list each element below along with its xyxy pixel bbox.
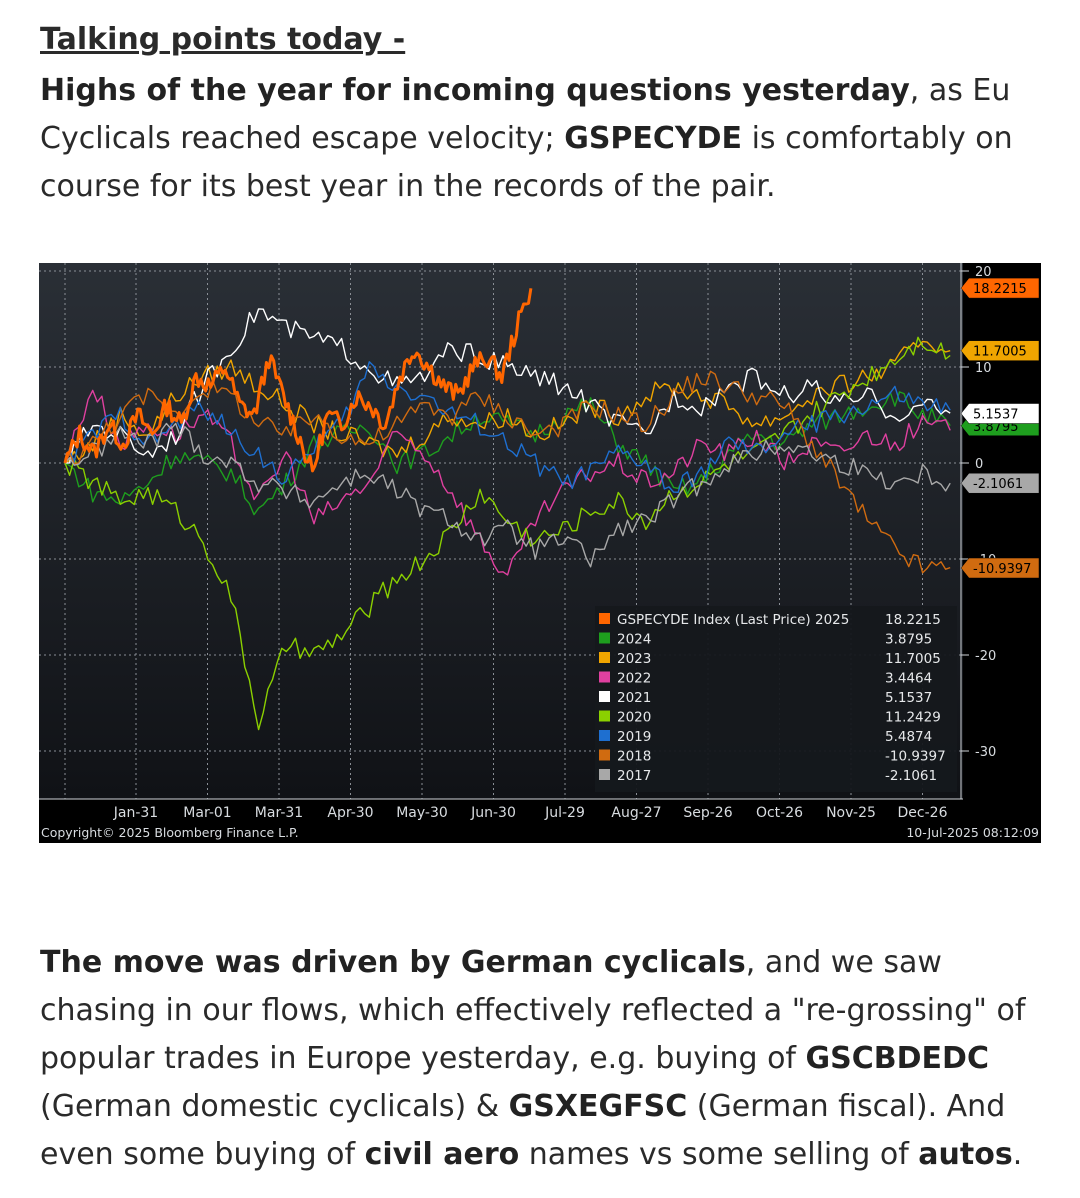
- body-text-3: (German fiscal). And even some buying of: [40, 1089, 1006, 1172]
- legend-value: -2.1061: [885, 768, 937, 784]
- body-paragraph: The move was driven by German cyclicals,…: [40, 939, 1050, 1179]
- x-tick-label: Jan-31: [113, 805, 158, 821]
- intro-bold-1: Highs of the year for incoming questions…: [40, 73, 910, 108]
- x-tick-label: Oct-26: [756, 805, 803, 821]
- legend-swatch: [599, 671, 610, 683]
- intro-text-1: , as Eu Cyclicals reached escape velocit…: [40, 73, 1011, 156]
- body-text-5: .: [1012, 1137, 1023, 1172]
- legend-swatch: [599, 730, 610, 741]
- legend-value: 5.4874: [885, 729, 932, 745]
- value-callout-label: -10.9397: [973, 562, 1031, 577]
- x-tick-label: Mar-31: [255, 805, 303, 821]
- legend-value: 5.1537: [885, 690, 932, 706]
- legend-value: 11.7005: [885, 651, 941, 667]
- intro-text-2: is comfortably on course for its best ye…: [40, 121, 1013, 204]
- series-line: [64, 336, 951, 731]
- legend-value: 3.4464: [885, 671, 932, 687]
- copyright-text: Copyright© 2025 Bloomberg Finance L.P.: [41, 825, 299, 840]
- legend-box: [595, 606, 957, 792]
- legend-label: 2024: [617, 632, 651, 648]
- x-tick-label: Apr-30: [327, 805, 373, 821]
- legend-value: 3.8795: [885, 632, 932, 648]
- legend-label: GSPECYDE Index (Last Price) 2025: [617, 612, 849, 628]
- value-callout: [960, 472, 1040, 494]
- legend-label: 2023: [617, 651, 651, 667]
- x-tick-label: Aug-27: [611, 805, 661, 821]
- legend-swatch: [599, 632, 610, 644]
- legend-swatch: [599, 710, 610, 722]
- body-text-2: (German domestic cyclicals) &: [40, 1089, 509, 1124]
- value-callout-label: 5.1537: [973, 408, 1019, 423]
- legend-label: 2022: [617, 671, 651, 687]
- series-line: [64, 361, 951, 494]
- x-tick-label: Sep-26: [683, 805, 732, 821]
- legend-swatch: [599, 652, 610, 663]
- intro-paragraph: Highs of the year for incoming questions…: [40, 67, 1050, 211]
- value-callout: [960, 277, 1040, 299]
- y-tick-label: -30: [975, 745, 996, 760]
- bloomberg-chart: 20100-10-20-30Jan-31Mar-01Mar-31Apr-30Ma…: [39, 263, 1041, 843]
- series-line: [64, 422, 951, 568]
- x-tick-label: Nov-25: [826, 805, 876, 821]
- legend-label: 2018: [617, 749, 651, 765]
- page-title: Talking points today -: [40, 22, 406, 57]
- body-bold-2: GSCBDEDC: [805, 1041, 989, 1076]
- x-tick-label: Mar-01: [183, 805, 231, 821]
- series-line: [64, 389, 951, 576]
- value-callout: [960, 403, 1040, 424]
- y-tick-label: 20: [975, 265, 992, 280]
- legend-swatch: [599, 769, 610, 780]
- body-text-1: , and we saw chasing in our flows, which…: [40, 945, 1026, 1076]
- value-callout-label: -2.1061: [973, 477, 1023, 492]
- body-bold-5: autos: [918, 1137, 1013, 1172]
- value-callout-label: 11.7005: [973, 345, 1027, 360]
- legend-value: 18.2215: [885, 612, 941, 628]
- legend-value: 11.2429: [885, 710, 941, 726]
- x-tick-label: May-30: [396, 805, 448, 821]
- legend-swatch: [599, 749, 610, 761]
- legend-swatch: [599, 613, 610, 624]
- y-tick-label: 0: [975, 457, 983, 472]
- body-bold-3: GSXEGFSC: [508, 1089, 688, 1124]
- y-tick-label: -20: [975, 649, 996, 664]
- chart-svg: 20100-10-20-30Jan-31Mar-01Mar-31Apr-30Ma…: [39, 263, 1040, 840]
- series-line: [63, 288, 533, 473]
- value-callout: [960, 557, 1040, 579]
- x-tick-label: Jun-30: [470, 805, 516, 821]
- body-bold-4: civil aero: [364, 1137, 520, 1172]
- body-bold-1: The move was driven by German cyclicals: [40, 945, 746, 980]
- legend-label: 2017: [617, 768, 651, 784]
- intro-bold-2: GSPECYDE: [564, 121, 743, 156]
- legend-label: 2020: [617, 710, 651, 726]
- legend-label: 2019: [617, 729, 651, 745]
- value-callout: [960, 340, 1040, 361]
- body-text-4: names vs some selling of: [519, 1137, 919, 1172]
- x-tick-label: Jul-29: [544, 805, 585, 821]
- series-line: [64, 308, 951, 464]
- y-tick-label: 10: [975, 361, 992, 376]
- legend-swatch: [599, 691, 610, 702]
- legend-value: -10.9397: [885, 749, 946, 765]
- legend-label: 2021: [617, 690, 651, 706]
- value-callout-label: 18.2215: [973, 282, 1027, 297]
- timestamp-text: 10-Jul-2025 08:12:09: [906, 825, 1039, 840]
- x-tick-label: Dec-26: [898, 805, 948, 821]
